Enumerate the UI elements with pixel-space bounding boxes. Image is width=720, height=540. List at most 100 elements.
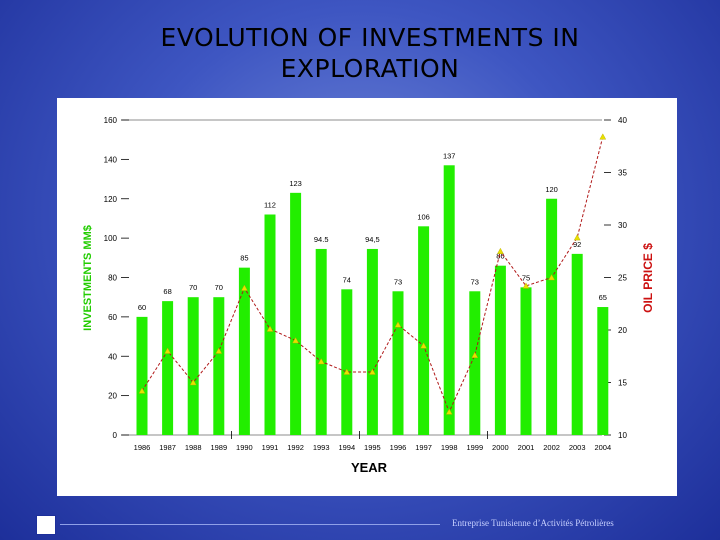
x-tick-label: 2003	[569, 443, 586, 452]
bar-data-label: 112	[264, 201, 276, 210]
investment-bar	[187, 297, 199, 435]
bar-data-label: 70	[189, 283, 197, 292]
bar-data-label: 68	[163, 287, 171, 296]
investment-bar	[494, 265, 506, 435]
investment-bar	[264, 214, 276, 435]
bar-data-label: 73	[394, 277, 402, 286]
left-tick-label: 100	[104, 234, 118, 243]
left-tick-label: 140	[104, 155, 118, 164]
oil-price-point	[164, 347, 171, 354]
x-tick-label: 1986	[134, 443, 151, 452]
footer-company-name: Entreprise Tunisienne d’Activités Pétrol…	[452, 518, 614, 528]
oil-price-point	[215, 347, 223, 354]
oil-price-point	[394, 321, 402, 328]
right-tick-label: 25	[618, 274, 627, 283]
left-tick-label: 0	[113, 431, 118, 440]
bar-data-label: 94.5	[314, 235, 329, 244]
x-tick-label: 1990	[236, 443, 253, 452]
oil-price-point	[573, 234, 581, 241]
investment-bar	[520, 287, 532, 435]
x-tick-label: 2001	[518, 443, 535, 452]
x-tick-label: 1992	[287, 443, 304, 452]
right-tick-label: 40	[618, 116, 627, 125]
investment-bar	[443, 165, 455, 435]
investment-bar	[162, 301, 174, 435]
left-tick-label: 20	[108, 392, 117, 401]
oil-price-point	[471, 351, 479, 358]
investment-bar	[238, 267, 250, 435]
left-tick-label: 40	[108, 352, 117, 361]
investment-chart: 0 20 40 60 80 100 120 140 160 10 15 20 25 30 35 40 INVES…	[82, 116, 655, 475]
bar-data-label: 120	[545, 185, 558, 194]
x-tick-label: 2002	[543, 443, 560, 452]
left-tick-label: 80	[108, 274, 117, 283]
chart-panel: 0 20 40 60 80 100 120 140 160 10 15 20 25 30 35 40 INVES…	[57, 98, 677, 496]
oil-price-point	[189, 379, 197, 386]
oil-price-point	[548, 274, 555, 281]
oil-price-point	[445, 408, 453, 415]
bar-data-label: 85	[240, 254, 248, 263]
right-tick-label: 30	[618, 221, 627, 230]
x-tick-label: 1989	[210, 443, 227, 452]
bar-data-label: 106	[417, 212, 430, 221]
x-tick-label: 1995	[364, 443, 381, 452]
oil-price-point	[292, 337, 299, 344]
investment-bar	[418, 226, 430, 435]
bar-data-label: 75	[522, 273, 530, 282]
bar-data-label: 86	[496, 252, 504, 261]
investment-bar	[136, 316, 148, 435]
oil-price-point	[317, 358, 325, 365]
investment-bar	[366, 248, 378, 435]
oil-price-point	[369, 368, 376, 375]
x-tick-label: 2004	[594, 443, 611, 452]
bar-data-label: 60	[138, 303, 146, 312]
x-tick-label: 1994	[338, 443, 355, 452]
bar-data-label: 137	[443, 151, 456, 160]
oil-price-point	[522, 282, 530, 289]
left-tick-label: 120	[104, 195, 118, 204]
x-tick-label: 1987	[159, 443, 176, 452]
oil-price-point	[343, 368, 351, 375]
company-logo-icon	[36, 515, 56, 535]
bar-data-label: 73	[471, 277, 479, 286]
investment-bar	[469, 291, 481, 435]
investment-bar	[546, 198, 558, 435]
investment-bar	[341, 289, 353, 435]
oil-price-point	[420, 342, 427, 349]
investment-bar	[597, 307, 609, 435]
right-tick-label: 10	[618, 431, 627, 440]
bar-data-label: 74	[343, 275, 351, 284]
investment-bar	[571, 253, 583, 435]
left-tick-label: 160	[104, 116, 118, 125]
x-axis-title: YEAR	[351, 460, 388, 475]
x-tick-label: 1998	[441, 443, 458, 452]
investment-bar	[315, 248, 327, 435]
oil-price-point	[138, 387, 146, 394]
right-tick-label: 20	[618, 326, 627, 335]
bar-data-label: 70	[215, 283, 223, 292]
x-tick-label: 1999	[466, 443, 483, 452]
oil-price-point	[497, 247, 504, 254]
bar-data-label: 92	[573, 240, 581, 249]
bar-data-label: 65	[599, 293, 607, 302]
investment-bar	[290, 192, 302, 435]
page-title: EVOLUTION OF INVESTMENTS IN EXPLORATION	[0, 22, 720, 84]
left-tick-label: 60	[108, 313, 117, 322]
x-tick-label: 1988	[185, 443, 202, 452]
title-line-1: EVOLUTION OF INVESTMENTS IN	[160, 23, 580, 52]
oil-price-point	[266, 325, 274, 332]
right-axis-title: OIL PRICE $	[641, 243, 655, 313]
x-tick-label: 1993	[313, 443, 330, 452]
left-axis-title: INVESTMENTS MM$	[82, 225, 94, 331]
investment-bar	[392, 291, 404, 435]
oil-price-point	[241, 284, 248, 291]
investment-bar	[213, 297, 225, 435]
title-line-2: EXPLORATION	[280, 54, 460, 83]
right-tick-label: 15	[618, 379, 627, 388]
x-tick-label: 1991	[262, 443, 279, 452]
oil-price-point	[599, 133, 607, 140]
x-tick-label: 1997	[415, 443, 432, 452]
footer-divider	[60, 524, 440, 525]
bar-data-label: 123	[289, 179, 302, 188]
x-tick-label: 2000	[492, 443, 509, 452]
